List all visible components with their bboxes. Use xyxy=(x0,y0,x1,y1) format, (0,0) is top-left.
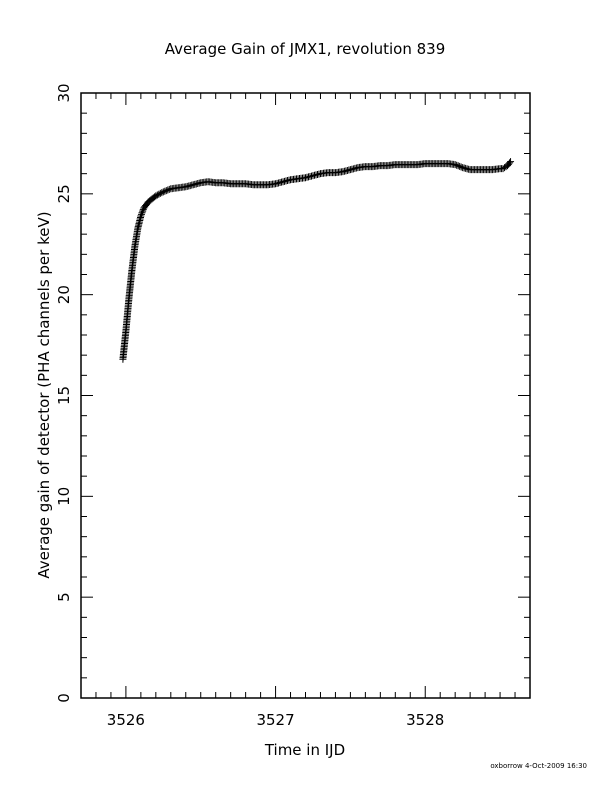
y-tick-label: 10 xyxy=(55,487,73,506)
data-point xyxy=(156,189,164,197)
x-tick-label: 3527 xyxy=(256,711,294,729)
x-tick-label: 3528 xyxy=(406,711,444,729)
y-tick-label: 30 xyxy=(55,83,73,102)
data-point xyxy=(139,207,147,215)
y-tick-label: 0 xyxy=(55,693,73,703)
data-point xyxy=(137,210,145,218)
chart-title: Average Gain of JMX1, revolution 839 xyxy=(165,40,446,58)
x-tick-label: 3526 xyxy=(107,711,145,729)
data-point xyxy=(506,159,514,167)
x-tick-labels: 3526 3527 3528 xyxy=(107,711,445,729)
data-point xyxy=(153,191,161,199)
data-point xyxy=(454,162,462,170)
data-point xyxy=(161,187,169,195)
x-axis-label: Time in IJD xyxy=(264,741,345,759)
x-ticks xyxy=(80,93,531,698)
data-point xyxy=(138,209,146,217)
data-point xyxy=(457,163,465,171)
data-point xyxy=(155,190,163,198)
data-point xyxy=(162,187,170,195)
y-tick-label: 25 xyxy=(55,184,73,203)
data-point xyxy=(453,161,461,169)
y-axis-label: Average gain of detector (PHA channels p… xyxy=(35,211,53,578)
data-point xyxy=(451,161,459,169)
footer-credit: oxborrow 4-Oct-2009 16:30 xyxy=(490,762,587,770)
data-points xyxy=(119,158,515,363)
y-tick-label: 15 xyxy=(55,386,73,405)
y-tick-label: 20 xyxy=(55,285,73,304)
data-point xyxy=(165,185,173,193)
data-point xyxy=(137,212,145,220)
y-tick-labels: 0 5 10 15 20 25 30 xyxy=(55,83,73,702)
data-point xyxy=(456,162,464,170)
data-point xyxy=(152,192,160,200)
y-tick-label: 5 xyxy=(55,592,73,602)
data-point xyxy=(164,186,172,194)
plot-frame xyxy=(80,92,531,699)
data-point xyxy=(158,189,166,197)
y-ticks xyxy=(81,92,530,699)
data-point xyxy=(159,188,167,196)
data-point xyxy=(507,158,515,166)
